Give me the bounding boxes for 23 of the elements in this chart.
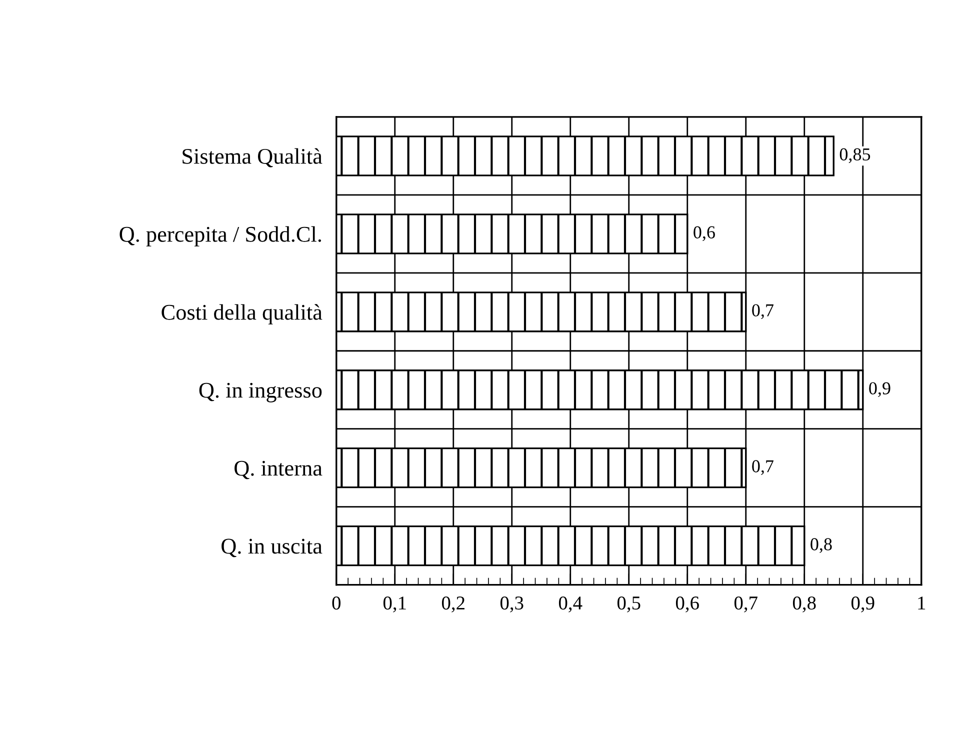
x-tick-label: 1 [918,596,926,610]
x-tick-label: 0,3 [500,596,524,612]
x-tick-label: 0,4 [558,596,582,612]
x-tick-label: 0,2 [442,596,464,612]
data-label: 0,6 [694,226,715,242]
x-tick-label: 0 [332,596,340,610]
x-tick-label: 0,5 [617,596,640,612]
data-label: 0,7 [752,460,774,475]
data-label: 0,85 [840,148,870,164]
x-tick-label: 0,8 [792,596,816,612]
y-tick-label: Sistema Qualità [182,148,322,168]
data-label: 0,9 [869,382,890,397]
x-tick-label: 0,9 [851,596,874,612]
y-tick-label: Q. percepita / Sodd.Cl. [120,226,322,246]
x-tick-label: 0,7 [734,596,758,612]
y-tick-label: Q. interna [234,460,322,480]
data-label: 0,7 [752,304,774,320]
y-tick-label: Q. in ingresso [199,382,322,402]
data-label: 0,8 [810,538,832,553]
x-tick-label: 0,1 [383,596,406,612]
y-tick-label: Q. in uscita [222,538,322,558]
x-tick-label: 0,6 [676,596,699,612]
y-tick-label: Costi della qualità [162,304,322,324]
